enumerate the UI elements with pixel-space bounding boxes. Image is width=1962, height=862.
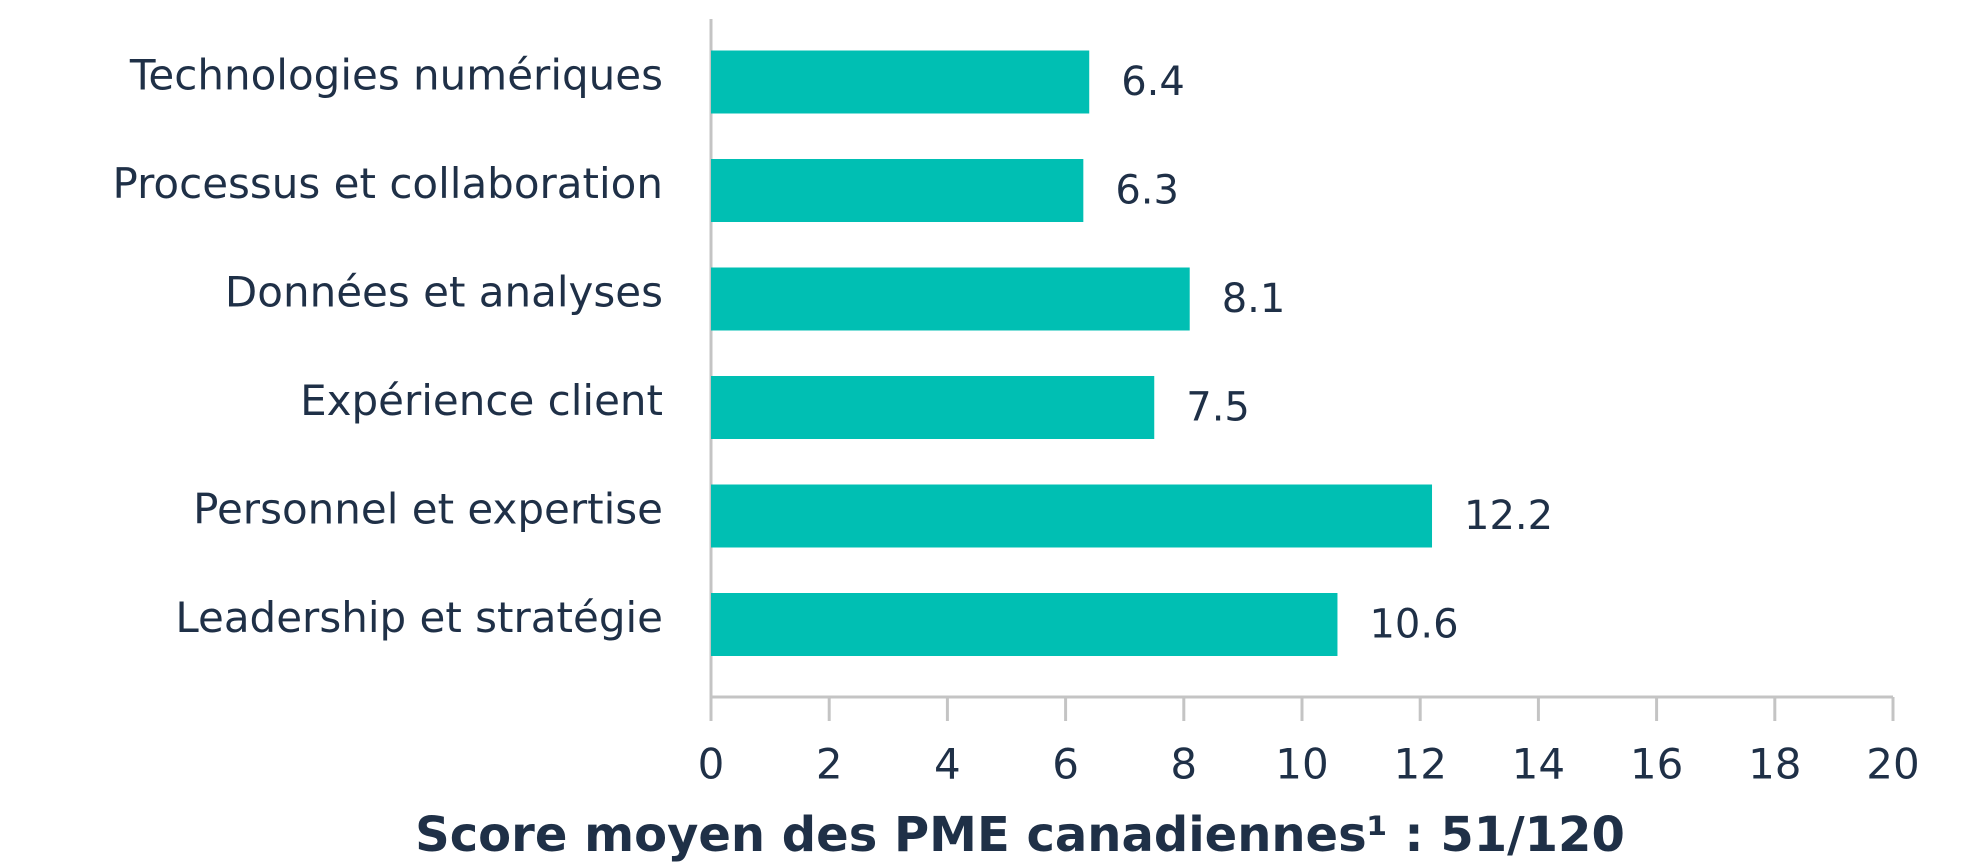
bar [711, 593, 1338, 656]
bar [711, 267, 1190, 331]
value-label: 10.6 [1369, 602, 1458, 648]
chart-title: Score moyen des PME canadiennes¹ : 51/12… [415, 807, 1625, 862]
x-tick-label: 18 [1748, 740, 1801, 789]
value-label: 6.4 [1121, 59, 1185, 105]
x-tick-label: 8 [1170, 740, 1197, 789]
y-tick-label: Expérience client [300, 376, 663, 425]
y-tick-label: Technologies numériques [129, 51, 663, 100]
x-tick-label: 2 [816, 740, 843, 789]
x-tick-label: 0 [698, 740, 725, 789]
bar [711, 159, 1084, 222]
y-tick-label: Personnel et expertise [193, 485, 663, 534]
value-label: 12.2 [1464, 493, 1553, 539]
x-tick-label: 20 [1866, 740, 1919, 789]
x-tick-label: 12 [1393, 740, 1446, 789]
x-tick-label: 6 [1052, 740, 1079, 789]
x-tick-label: 10 [1275, 740, 1328, 789]
bar [711, 50, 1090, 114]
bar [711, 484, 1433, 548]
value-label: 7.5 [1186, 385, 1250, 431]
value-label: 8.1 [1222, 276, 1286, 322]
value-label: 6.3 [1115, 168, 1179, 214]
x-tick-label: 4 [934, 740, 961, 789]
y-tick-label: Données et analyses [225, 268, 663, 317]
y-tick-label: Processus et collaboration [112, 159, 663, 208]
x-tick-label: 16 [1630, 740, 1683, 789]
x-tick-label: 14 [1512, 740, 1565, 789]
bar [711, 376, 1155, 439]
y-tick-label: Leadership et stratégie [175, 593, 663, 642]
